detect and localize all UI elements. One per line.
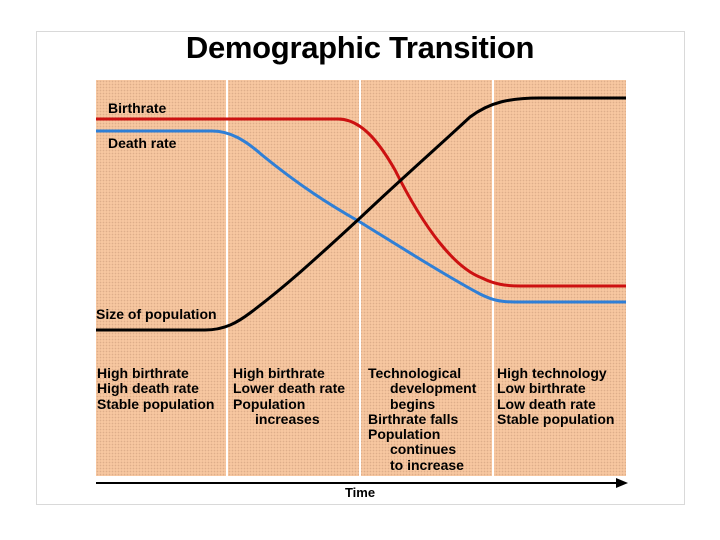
time-axis-label: Time <box>344 485 376 500</box>
stage-text-line: Stable population <box>97 395 215 412</box>
population-curve <box>96 96 626 332</box>
birthrate-curve <box>96 117 626 288</box>
stage-text-line: High birthrate <box>97 365 189 381</box>
stage-text-line: Stable population <box>497 410 615 427</box>
stage-text-line: begins <box>390 395 436 412</box>
death-rate-label: Death rate <box>108 135 177 151</box>
stage-divider-2 <box>359 80 361 476</box>
stage-text-line: Birthrate falls <box>368 410 459 427</box>
stage-text-line: Population <box>368 426 441 443</box>
diagram-title: Demographic Transition <box>185 30 535 65</box>
stage-text-line: High death rate <box>97 380 199 397</box>
stage-text-line: Lower death rate <box>233 380 346 397</box>
stage-text-line: Technological <box>368 365 462 381</box>
death-rate-curve <box>96 129 626 304</box>
time-axis-line <box>96 482 618 484</box>
stage-4-description: High technology Low birthrate Low death ra… <box>497 365 615 427</box>
stage-divider-1 <box>226 80 228 476</box>
slide-frame <box>36 31 685 505</box>
stage-text-line: Low birthrate <box>497 380 586 397</box>
stage-text-line: development <box>390 380 477 397</box>
stage-text-line: continues <box>390 441 457 458</box>
stage-text-line: Population <box>233 395 306 412</box>
stage-divider-3 <box>492 80 494 476</box>
birthrate-label: Birthrate <box>108 100 167 116</box>
stage-2-description: High birthrate Lower death rate Population… <box>233 365 346 427</box>
population-label: Size of population <box>96 306 217 322</box>
diagram-panel <box>96 80 626 476</box>
stage-text-line: High technology <box>497 365 607 381</box>
stage-text-line: Low death rate <box>497 395 596 412</box>
time-axis-arrow-icon <box>616 478 628 488</box>
stage-text-line: to increase <box>390 456 464 473</box>
stage-1-description: High birthrate High death rate Stable popu… <box>97 365 215 412</box>
stage-text-line: increases <box>255 410 320 427</box>
stage-3-description: Technological development begins Birthrate … <box>368 365 477 473</box>
stage-text-line: High birthrate <box>233 365 325 381</box>
